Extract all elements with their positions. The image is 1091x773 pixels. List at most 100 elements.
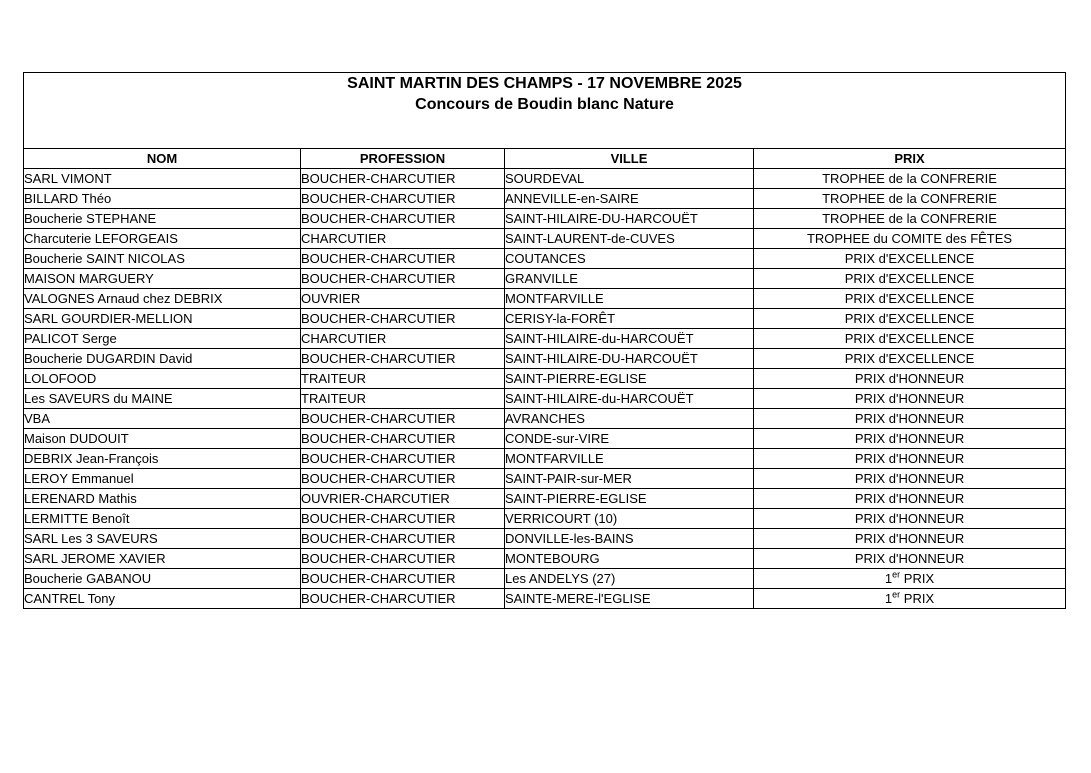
table-row: MAISON MARGUERY BOUCHER-CHARCUTIER GRANV… xyxy=(23,268,1067,289)
cell-profession: BOUCHER-CHARCUTIER xyxy=(300,568,505,589)
cell-nom: SARL VIMONT xyxy=(23,168,301,189)
column-header-prix: PRIX xyxy=(752,148,1067,169)
cell-prix: TROPHEE de la CONFRERIE xyxy=(752,168,1067,189)
cell-ville: VERRICOURT (10) xyxy=(504,508,754,529)
cell-ville: GRANVILLE xyxy=(504,268,754,289)
table-row: LEROY Emmanuel BOUCHER-CHARCUTIER SAINT-… xyxy=(23,468,1067,489)
cell-ville: SAINT-HILAIRE-du-HARCOUËT xyxy=(504,328,754,349)
cell-ville: MONTEBOURG xyxy=(504,548,754,569)
cell-profession: CHARCUTIER xyxy=(300,228,505,249)
cell-prix: PRIX d'HONNEUR xyxy=(752,508,1067,529)
cell-ville: SAINT-HILAIRE-du-HARCOUËT xyxy=(504,388,754,409)
cell-prix: PRIX d'HONNEUR xyxy=(752,408,1067,429)
cell-prix: PRIX d'EXCELLENCE xyxy=(752,248,1067,269)
document-title: SAINT MARTIN DES CHAMPS - 17 NOVEMBRE 20… xyxy=(347,75,742,92)
cell-profession: TRAITEUR xyxy=(300,388,505,409)
table-row: SARL VIMONT BOUCHER-CHARCUTIER SOURDEVAL… xyxy=(23,168,1067,189)
cell-profession: BOUCHER-CHARCUTIER xyxy=(300,248,505,269)
column-header-profession: PROFESSION xyxy=(300,148,505,169)
cell-ville: ANNEVILLE-en-SAIRE xyxy=(504,188,754,209)
cell-prix: PRIX d'HONNEUR xyxy=(752,368,1067,389)
cell-profession: BOUCHER-CHARCUTIER xyxy=(300,468,505,489)
table-row: Boucherie SAINT NICOLAS BOUCHER-CHARCUTI… xyxy=(23,248,1067,269)
cell-ville: Les ANDELYS (27) xyxy=(504,568,754,589)
cell-ville: SAINT-PIERRE-EGLISE xyxy=(504,488,754,509)
cell-nom: Boucherie SAINT NICOLAS xyxy=(23,248,301,269)
cell-prix: TROPHEE du COMITE des FÊTES xyxy=(752,228,1067,249)
cell-nom: DEBRIX Jean-François xyxy=(23,448,301,469)
cell-profession: BOUCHER-CHARCUTIER xyxy=(300,268,505,289)
table-row: LERMITTE Benoît BOUCHER-CHARCUTIER VERRI… xyxy=(23,508,1067,529)
cell-ville: COUTANCES xyxy=(504,248,754,269)
table-row: VBA BOUCHER-CHARCUTIER AVRANCHES PRIX d'… xyxy=(23,408,1067,429)
cell-nom: CANTREL Tony xyxy=(23,588,301,609)
cell-prix: PRIX d'EXCELLENCE xyxy=(752,308,1067,329)
cell-profession: BOUCHER-CHARCUTIER xyxy=(300,508,505,529)
cell-nom: BILLARD Théo xyxy=(23,188,301,209)
cell-ville: SAINTE-MERE-l'EGLISE xyxy=(504,588,754,609)
table-row: Maison DUDOUIT BOUCHER-CHARCUTIER CONDE-… xyxy=(23,428,1067,449)
cell-profession: TRAITEUR xyxy=(300,368,505,389)
cell-prix: PRIX d'EXCELLENCE xyxy=(752,268,1067,289)
table-row: SARL Les 3 SAVEURS BOUCHER-CHARCUTIER DO… xyxy=(23,528,1067,549)
results-table-body: SAINT MARTIN DES CHAMPS - 17 NOVEMBRE 20… xyxy=(22,72,1067,609)
cell-profession: BOUCHER-CHARCUTIER xyxy=(300,208,505,229)
cell-ville: SAINT-HILAIRE-DU-HARCOUËT xyxy=(504,208,754,229)
cell-ville: SOURDEVAL xyxy=(504,168,754,189)
table-row: Boucherie STEPHANE BOUCHER-CHARCUTIER SA… xyxy=(23,208,1067,229)
table-row: VALOGNES Arnaud chez DEBRIX OUVRIER MONT… xyxy=(23,288,1067,309)
header-row: NOM PROFESSION VILLE PRIX xyxy=(23,148,1067,169)
cell-nom: PALICOT Serge xyxy=(23,328,301,349)
cell-ville: CERISY-la-FORÊT xyxy=(504,308,754,329)
cell-profession: BOUCHER-CHARCUTIER xyxy=(300,188,505,209)
cell-ville: DONVILLE-les-BAINS xyxy=(504,528,754,549)
cell-profession: BOUCHER-CHARCUTIER xyxy=(300,428,505,449)
title-row: SAINT MARTIN DES CHAMPS - 17 NOVEMBRE 20… xyxy=(22,72,1067,149)
table-row: PALICOT Serge CHARCUTIER SAINT-HILAIRE-d… xyxy=(23,328,1067,349)
column-header-ville: VILLE xyxy=(504,148,754,169)
cell-ville: AVRANCHES xyxy=(504,408,754,429)
cell-nom: LEROY Emmanuel xyxy=(23,468,301,489)
table-row: BILLARD Théo BOUCHER-CHARCUTIER ANNEVILL… xyxy=(23,188,1067,209)
cell-prix: 1er PRIX xyxy=(752,568,1067,589)
cell-profession: BOUCHER-CHARCUTIER xyxy=(300,588,505,609)
cell-prix: TROPHEE de la CONFRERIE xyxy=(752,188,1067,209)
table-row: LOLOFOOD TRAITEUR SAINT-PIERRE-EGLISE PR… xyxy=(23,368,1067,389)
cell-nom: Maison DUDOUIT xyxy=(23,428,301,449)
cell-ville: SAINT-HILAIRE-DU-HARCOUËT xyxy=(504,348,754,369)
cell-ville: MONTFARVILLE xyxy=(504,288,754,309)
column-header-nom: NOM xyxy=(23,148,301,169)
cell-prix: PRIX d'EXCELLENCE xyxy=(752,348,1067,369)
cell-nom: Les SAVEURS du MAINE xyxy=(23,388,301,409)
cell-nom: VALOGNES Arnaud chez DEBRIX xyxy=(23,288,301,309)
table-row: DEBRIX Jean-François BOUCHER-CHARCUTIER … xyxy=(23,448,1067,469)
title-cell: SAINT MARTIN DES CHAMPS - 17 NOVEMBRE 20… xyxy=(22,72,1067,149)
table-row: Les SAVEURS du MAINE TRAITEUR SAINT-HILA… xyxy=(23,388,1067,409)
cell-ville: SAINT-PAIR-sur-MER xyxy=(504,468,754,489)
cell-nom: SARL Les 3 SAVEURS xyxy=(23,528,301,549)
table-row: Boucherie GABANOU BOUCHER-CHARCUTIER Les… xyxy=(23,568,1067,589)
cell-ville: SAINT-PIERRE-EGLISE xyxy=(504,368,754,389)
cell-ville: MONTFARVILLE xyxy=(504,448,754,469)
cell-nom: LERMITTE Benoît xyxy=(23,508,301,529)
cell-profession: BOUCHER-CHARCUTIER xyxy=(300,168,505,189)
cell-prix: PRIX d'EXCELLENCE xyxy=(752,328,1067,349)
cell-ville: SAINT-LAURENT-de-CUVES xyxy=(504,228,754,249)
cell-prix: 1er PRIX xyxy=(752,588,1067,609)
cell-prix: PRIX d'EXCELLENCE xyxy=(752,288,1067,309)
cell-prix: PRIX d'HONNEUR xyxy=(752,468,1067,489)
cell-profession: BOUCHER-CHARCUTIER xyxy=(300,528,505,549)
cell-nom: MAISON MARGUERY xyxy=(23,268,301,289)
table-row: SARL GOURDIER-MELLION BOUCHER-CHARCUTIER… xyxy=(23,308,1067,329)
cell-prix: PRIX d'HONNEUR xyxy=(752,488,1067,509)
cell-profession: BOUCHER-CHARCUTIER xyxy=(300,408,505,429)
cell-nom: LERENARD Mathis xyxy=(23,488,301,509)
cell-nom: Boucherie STEPHANE xyxy=(23,208,301,229)
cell-nom: Boucherie GABANOU xyxy=(23,568,301,589)
cell-prix: PRIX d'HONNEUR xyxy=(752,548,1067,569)
cell-profession: BOUCHER-CHARCUTIER xyxy=(300,308,505,329)
results-table: SAINT MARTIN DES CHAMPS - 17 NOVEMBRE 20… xyxy=(22,72,1067,609)
cell-profession: BOUCHER-CHARCUTIER xyxy=(300,548,505,569)
cell-profession: CHARCUTIER xyxy=(300,328,505,349)
